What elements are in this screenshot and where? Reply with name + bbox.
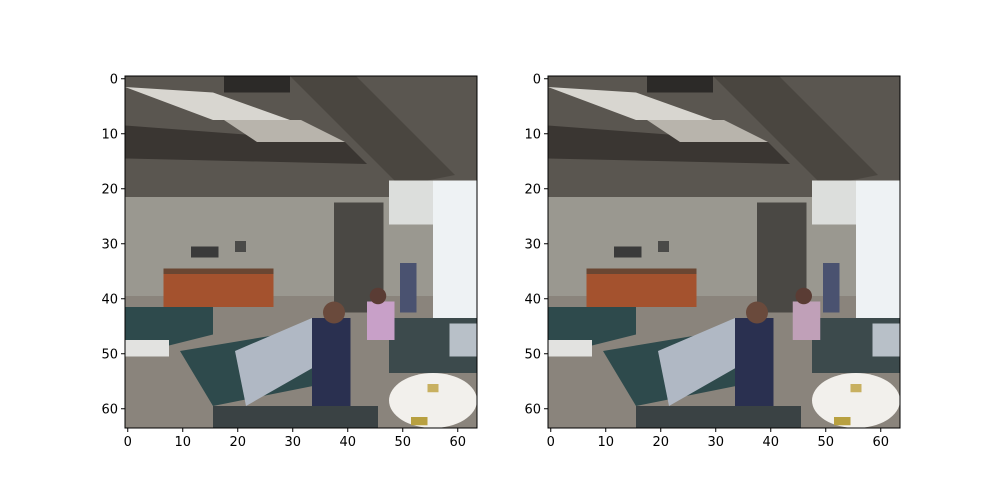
- x-tick-label: 50: [817, 435, 834, 450]
- scene-table-item2: [834, 417, 851, 426]
- scene-ceiling-dark: [224, 76, 290, 93]
- scene-person-back: [823, 263, 840, 313]
- scene-person-pink: [367, 301, 395, 340]
- scene-ceiling-panel: [224, 120, 345, 142]
- scene-ceiling-panel: [647, 120, 768, 142]
- scene-counter: [586, 274, 697, 307]
- scene-counter: [163, 274, 274, 307]
- scene-round-table: [389, 373, 477, 428]
- scene-window-glow: [812, 180, 856, 225]
- scene-wall-art: [614, 246, 642, 258]
- scene-ceiling-light: [548, 87, 713, 120]
- scene-ceiling-light: [125, 87, 290, 120]
- x-tick-label: 10: [174, 435, 191, 450]
- scene-floor-front: [213, 406, 378, 428]
- y-tick-label: 40: [101, 292, 118, 307]
- scene-ceiling-dark: [647, 76, 713, 93]
- x-tick-label: 40: [339, 435, 356, 450]
- x-tick-label: 0: [124, 435, 132, 450]
- x-tick-label: 60: [872, 435, 889, 450]
- y-tick-label: 0: [110, 72, 118, 87]
- scene-person-dark: [312, 318, 351, 406]
- scene-person-dark-head: [323, 301, 345, 324]
- scene-sofa-back: [658, 318, 746, 406]
- y-tick-label: 10: [524, 127, 541, 142]
- x-tick-label: 60: [449, 435, 466, 450]
- y-tick-label: 30: [524, 237, 541, 252]
- axes-frame: [124, 75, 478, 429]
- y-tick-label: 40: [524, 292, 541, 307]
- scene-wall-art: [191, 246, 219, 258]
- y-tick-label: 30: [101, 237, 118, 252]
- scene-sofa-back: [235, 318, 323, 406]
- scene-ceiling-beam-diag: [290, 76, 455, 186]
- scene-ceiling-beam: [548, 125, 790, 164]
- scene-round-table: [812, 373, 900, 428]
- y-tick-label: 50: [524, 347, 541, 362]
- scene-counter-top: [163, 268, 274, 274]
- image-panel-left: 0 10 20 30 40 50 60 0 10 20 30 40 50 60: [101, 72, 478, 450]
- scene-person-dark: [735, 318, 774, 406]
- x-tick-label: 0: [547, 435, 555, 450]
- x-tick-label: 20: [652, 435, 669, 450]
- scene-ceiling-beam-diag: [713, 76, 878, 186]
- y-tick-label: 0: [533, 72, 541, 87]
- scene-table-item: [427, 384, 439, 393]
- scene-floor-front: [636, 406, 801, 428]
- axes-frame: [547, 75, 901, 429]
- scene-counter-top: [586, 268, 697, 274]
- y-tick-label: 10: [101, 127, 118, 142]
- scene-person-dark-head: [746, 301, 768, 324]
- x-tick-label: 30: [707, 435, 724, 450]
- scene-person-pink: [792, 301, 821, 340]
- scene-ceiling-beam: [125, 125, 367, 164]
- scene-window: [856, 180, 900, 329]
- y-tick-label: 20: [524, 182, 541, 197]
- x-tick-label: 20: [229, 435, 246, 450]
- scene-chair-right-back: [449, 323, 477, 357]
- image-panel-right: 0 10 20 30 40 50 60 0 10 20 30 40 50 60: [524, 72, 901, 450]
- x-tick-label: 50: [394, 435, 411, 450]
- scene-table-item: [850, 384, 862, 393]
- scene-window: [433, 180, 477, 329]
- y-tick-label: 60: [101, 402, 118, 417]
- scene-wall-sign: [235, 241, 246, 252]
- y-tick-label: 50: [101, 347, 118, 362]
- x-tick-label: 10: [597, 435, 614, 450]
- scene-wall-sign: [658, 241, 669, 252]
- scene-table-item2: [411, 417, 428, 426]
- x-tick-label: 40: [762, 435, 779, 450]
- scene-sofa-left-cushion: [125, 340, 169, 357]
- scene-person-back: [400, 263, 417, 313]
- y-tick-label: 20: [101, 182, 118, 197]
- scene-chair-right-back: [872, 323, 900, 357]
- scene-sofa-left-cushion: [548, 340, 592, 357]
- y-tick-label: 60: [524, 402, 541, 417]
- scene-person-pink-head: [369, 287, 387, 305]
- scene-window-glow: [389, 180, 433, 225]
- x-tick-label: 30: [284, 435, 301, 450]
- scene-person-pink-head: [795, 287, 812, 305]
